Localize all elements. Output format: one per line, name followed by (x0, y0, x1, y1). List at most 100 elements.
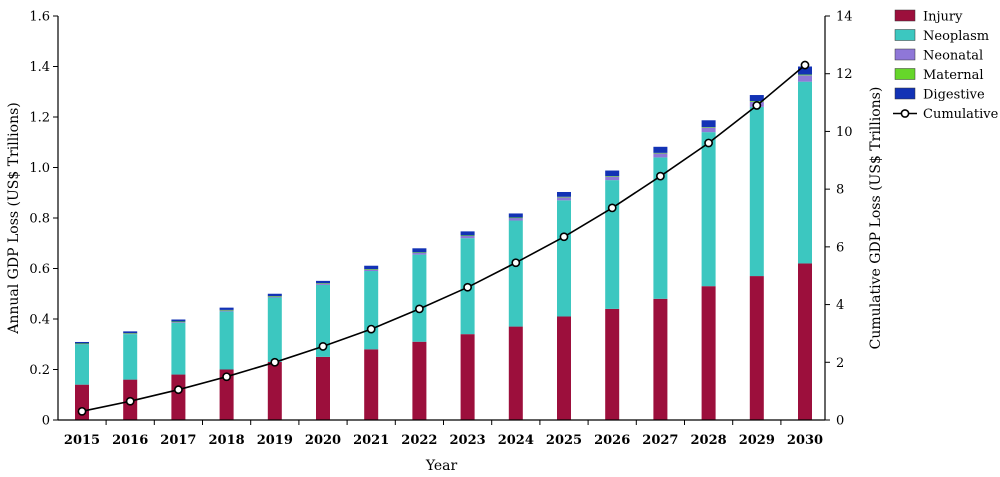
y-tick-label: 0.6 (29, 262, 50, 277)
y-axis-title: Annual GDP Loss (US$ Trillions) (6, 102, 22, 335)
bar-neonatal-2028 (701, 127, 716, 133)
bar-neonatal-2023 (460, 235, 475, 239)
legend-swatch-neonatal (894, 48, 916, 61)
y-tick-label: 0.2 (29, 363, 50, 378)
bar-injury-2019 (267, 361, 282, 420)
y2-tick-label: 14 (836, 10, 853, 25)
y-tick-label: 0 (42, 414, 50, 429)
bar-neonatal-2021 (364, 269, 379, 272)
legend-label-neoplasm: Neoplasm (923, 29, 989, 44)
cumulative-point-2029 (752, 101, 762, 110)
x-tick-label-2022: 2022 (401, 433, 437, 448)
bar-neonatal-2030 (798, 75, 812, 82)
legend-swatch-cumulative-marker (900, 109, 910, 118)
y2-tick-label: 6 (836, 240, 844, 255)
bar-neoplasm-2030 (798, 81, 812, 264)
y2-tick-label: 2 (836, 356, 844, 371)
bar-maternal-2026 (605, 176, 620, 177)
x-tick-label-2030: 2030 (787, 433, 823, 448)
x-tick-label-2025: 2025 (546, 433, 582, 448)
cumulative-point-2019 (270, 357, 280, 367)
legend-swatch-injury (894, 9, 916, 22)
bar-digestive-2026 (605, 170, 620, 177)
bar-neoplasm-2020 (316, 284, 330, 357)
bar-neoplasm-2026 (605, 180, 620, 309)
cumulative-point-2027 (656, 171, 665, 181)
cumulative-point-2015 (77, 406, 87, 416)
bar-maternal-2023 (460, 235, 475, 237)
y-axis-ticks: 0 0.2 0.4 0.6 0.8 1.0 1.2 1.4 1.6 (29, 10, 58, 429)
bar-injury-2024 (508, 326, 523, 420)
y2-axis-ticks: 0 2 4 6 8 10 12 14 (825, 10, 853, 429)
legend-swatch-digestive (894, 87, 916, 100)
bar-maternal-2015 (75, 343, 89, 345)
bar-neoplasm-2022 (412, 254, 427, 342)
x-tick-label-2016: 2016 (112, 433, 148, 448)
x-axis-title: Year (425, 458, 458, 474)
bar-maternal-2028 (701, 127, 716, 128)
bar-maternal-2021 (364, 269, 379, 270)
x-tick-label-2027: 2027 (642, 433, 678, 448)
bar-neoplasm-2017 (171, 322, 186, 375)
y2-tick-label: 12 (836, 67, 853, 82)
cumulative-series (77, 60, 810, 416)
cumulative-point-2024 (511, 258, 521, 268)
bar-digestive-2025 (557, 191, 571, 197)
y-tick-label: 0.8 (29, 212, 50, 227)
bar-maternal-2019 (267, 296, 282, 297)
x-tick-label-2018: 2018 (209, 433, 245, 448)
bar-neonatal-2026 (605, 176, 620, 181)
bar-neonatal-2027 (653, 153, 668, 158)
cumulative-point-2030 (800, 60, 810, 70)
bar-neoplasm-2029 (749, 106, 764, 277)
cumulative-point-2020 (318, 342, 328, 351)
bar-digestive-2022 (412, 248, 427, 253)
y-tick-label: 1.2 (29, 111, 50, 126)
cumulative-point-2022 (414, 304, 424, 314)
bar-digestive-2016 (123, 331, 138, 334)
legend: Injury Neoplasm Neonatal Maternal Digestive C… (893, 9, 999, 122)
bar-neonatal-2018 (219, 310, 234, 312)
bar-maternal-2030 (798, 74, 812, 76)
cumulative-point-2016 (125, 396, 135, 406)
x-tick-label-2019: 2019 (257, 433, 293, 448)
bar-maternal-2025 (557, 196, 571, 198)
bar-neoplasm-2016 (123, 334, 138, 380)
y2-axis-title: Cumulative GDP Loss (US$ Trillions) (868, 87, 884, 350)
x-tick-label-2017: 2017 (160, 433, 196, 448)
bar-neoplasm-2015 (75, 344, 89, 385)
bar-neoplasm-2021 (364, 271, 379, 350)
bar-digestive-2019 (267, 293, 282, 297)
x-tick-label-2024: 2024 (498, 433, 534, 448)
bar-injury-2017 (171, 374, 186, 420)
legend-swatch-neoplasm (894, 29, 916, 41)
bar-injury-2020 (316, 356, 330, 420)
cumulative-point-2025 (559, 232, 569, 242)
bar-digestive-2028 (701, 120, 716, 128)
y-tick-label: 1.0 (29, 161, 50, 176)
x-tick-label-2028: 2028 (691, 433, 727, 448)
legend-label-digestive: Digestive (923, 88, 985, 103)
x-axis-ticks: 2015 2016 2017 2018 2019 2020 2021 2022 2023 2024… (64, 420, 823, 448)
bar-digestive-2018 (219, 307, 234, 310)
x-tick-label-2020: 2020 (305, 433, 341, 448)
x-tick-label-2023: 2023 (450, 433, 486, 448)
cumulative-point-2028 (704, 138, 713, 148)
bar-injury-2021 (364, 349, 379, 420)
bar-maternal-2022 (412, 252, 427, 253)
bar-maternal-2017 (171, 321, 186, 323)
bar-maternal-2020 (316, 283, 330, 284)
bar-neoplasm-2027 (653, 157, 668, 299)
bar-injury-2030 (798, 263, 812, 420)
bar-digestive-2024 (508, 213, 523, 218)
bar-neoplasm-2028 (701, 132, 716, 287)
x-tick-label-2029: 2029 (739, 433, 775, 448)
bar-digestive-2017 (171, 319, 186, 322)
bar-digestive-2030 (798, 66, 812, 75)
y-tick-label: 0.4 (29, 313, 50, 328)
y2-tick-label: 8 (836, 183, 844, 198)
bar-maternal-2016 (123, 333, 138, 334)
bar-neonatal-2024 (508, 218, 523, 221)
x-tick-label-2026: 2026 (594, 433, 630, 448)
